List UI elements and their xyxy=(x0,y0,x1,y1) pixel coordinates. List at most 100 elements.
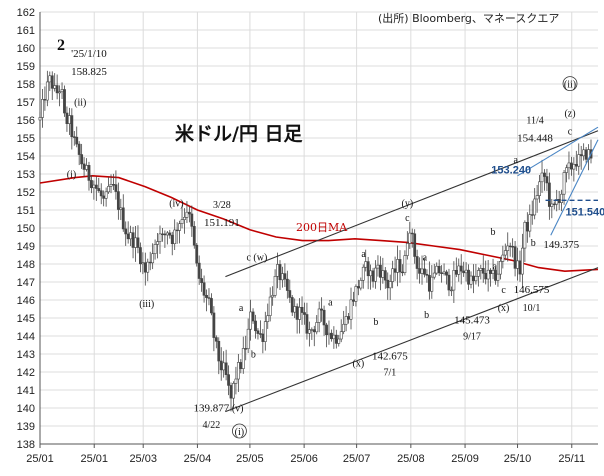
candle-body xyxy=(92,184,96,189)
candle-body xyxy=(518,260,522,275)
wave-annotation: 9/17 xyxy=(463,332,481,343)
candle-body xyxy=(119,207,123,210)
candle-body xyxy=(393,268,397,273)
candle-body xyxy=(574,163,578,167)
candle-body xyxy=(285,278,289,291)
candle-body xyxy=(437,265,441,274)
candle-body xyxy=(102,195,106,199)
candle-body xyxy=(300,307,304,313)
y-tick-label: 138 xyxy=(17,439,35,451)
x-tick-label: 25/10 xyxy=(504,453,532,465)
wave-annotation: (iii) xyxy=(139,299,154,310)
wave-annotation: 145.473 xyxy=(454,314,490,326)
candle-body xyxy=(459,265,463,272)
candle-body xyxy=(511,246,515,248)
wave-annotation: 139.877 xyxy=(194,403,230,415)
chart-title: 米ドル/円 日足 xyxy=(175,122,304,145)
wave-circle-label: (i) xyxy=(235,427,244,438)
candle-body xyxy=(359,280,363,289)
candle-body xyxy=(344,316,348,325)
y-tick-label: 162 xyxy=(17,7,35,19)
y-tick-label: 156 xyxy=(17,115,35,127)
y-tick-label: 160 xyxy=(17,43,35,55)
candle-body xyxy=(535,195,539,200)
candle-body xyxy=(349,299,353,320)
wave-annotation: a xyxy=(514,155,519,166)
candle-body xyxy=(391,268,395,282)
candle-body xyxy=(469,275,473,285)
candle-body xyxy=(126,233,130,240)
candle-body xyxy=(376,264,380,269)
candle-body xyxy=(315,322,319,333)
candle-body xyxy=(72,136,76,138)
candle-body xyxy=(322,309,326,326)
candle-body xyxy=(525,222,529,232)
candle-body xyxy=(246,328,250,350)
y-tick-label: 141 xyxy=(17,385,35,397)
candle-body xyxy=(327,332,331,336)
y-tick-label: 151 xyxy=(17,205,35,217)
candle-body xyxy=(450,289,453,292)
candle-body xyxy=(435,265,439,274)
candle-body xyxy=(550,203,554,207)
moving-average-series xyxy=(39,174,599,273)
wave-annotation: b xyxy=(531,238,536,249)
candle-body xyxy=(134,237,137,248)
trend-line xyxy=(225,130,599,278)
y-tick-label: 142 xyxy=(17,367,35,379)
y-tick-label: 157 xyxy=(17,97,35,109)
y-tick-label: 146 xyxy=(17,295,35,307)
candle-body xyxy=(486,269,490,280)
candle-body xyxy=(178,223,181,231)
candle-body xyxy=(472,275,475,282)
wave-annotation: c xyxy=(405,213,410,224)
candle-body xyxy=(205,295,208,298)
candle-body xyxy=(139,247,142,265)
candle-body xyxy=(48,75,52,83)
candle-body xyxy=(498,261,502,275)
candle-body xyxy=(547,182,551,207)
wave-annotation: a xyxy=(423,252,428,263)
candle-body xyxy=(50,75,54,89)
candle-body xyxy=(330,332,333,340)
candle-body xyxy=(501,254,505,262)
candle-body xyxy=(298,307,301,320)
candle-body xyxy=(445,271,448,276)
wave-annotation: a xyxy=(361,249,366,260)
candle-body xyxy=(43,99,47,101)
candle-body xyxy=(305,314,309,334)
wave-circle-marker xyxy=(232,423,247,439)
candle-body xyxy=(430,276,434,292)
candle-body xyxy=(442,271,446,274)
y-tick-label: 149 xyxy=(17,241,35,253)
candle-body xyxy=(151,253,155,264)
candle-body xyxy=(107,186,110,193)
candle-body xyxy=(432,272,436,278)
wave-annotation: (z) xyxy=(564,108,575,119)
candle-body xyxy=(447,274,451,291)
candle-body xyxy=(570,162,573,170)
candle-body xyxy=(70,115,74,137)
candle-body xyxy=(396,259,399,273)
wave-annotation: b xyxy=(424,310,429,321)
candle-body xyxy=(283,273,287,280)
candle-body xyxy=(268,296,272,316)
candle-body xyxy=(288,290,292,298)
y-tick-label: 139 xyxy=(17,421,35,433)
candle-body xyxy=(584,149,588,160)
y-tick-label: 158 xyxy=(17,79,35,91)
candle-body xyxy=(259,333,262,335)
wave-annotation: c xyxy=(501,285,506,296)
wave-annotation: 3/28 xyxy=(213,200,231,211)
candle-body xyxy=(97,188,101,192)
candle-body xyxy=(476,270,480,277)
candle-body xyxy=(342,323,346,333)
chart-source: (出所) Bloomberg、マネースクエア xyxy=(378,11,559,25)
candle-body xyxy=(45,81,49,101)
wave-annotation: 10/1 xyxy=(523,303,541,314)
candle-body xyxy=(503,250,507,256)
candle-body xyxy=(249,311,253,330)
candle-body xyxy=(356,286,360,289)
candle-body xyxy=(121,207,125,230)
wave-annotations: 2 '25/1/10 158.825 (ii) (i) (iv) 3/28 151.191 (i… xyxy=(57,37,580,439)
